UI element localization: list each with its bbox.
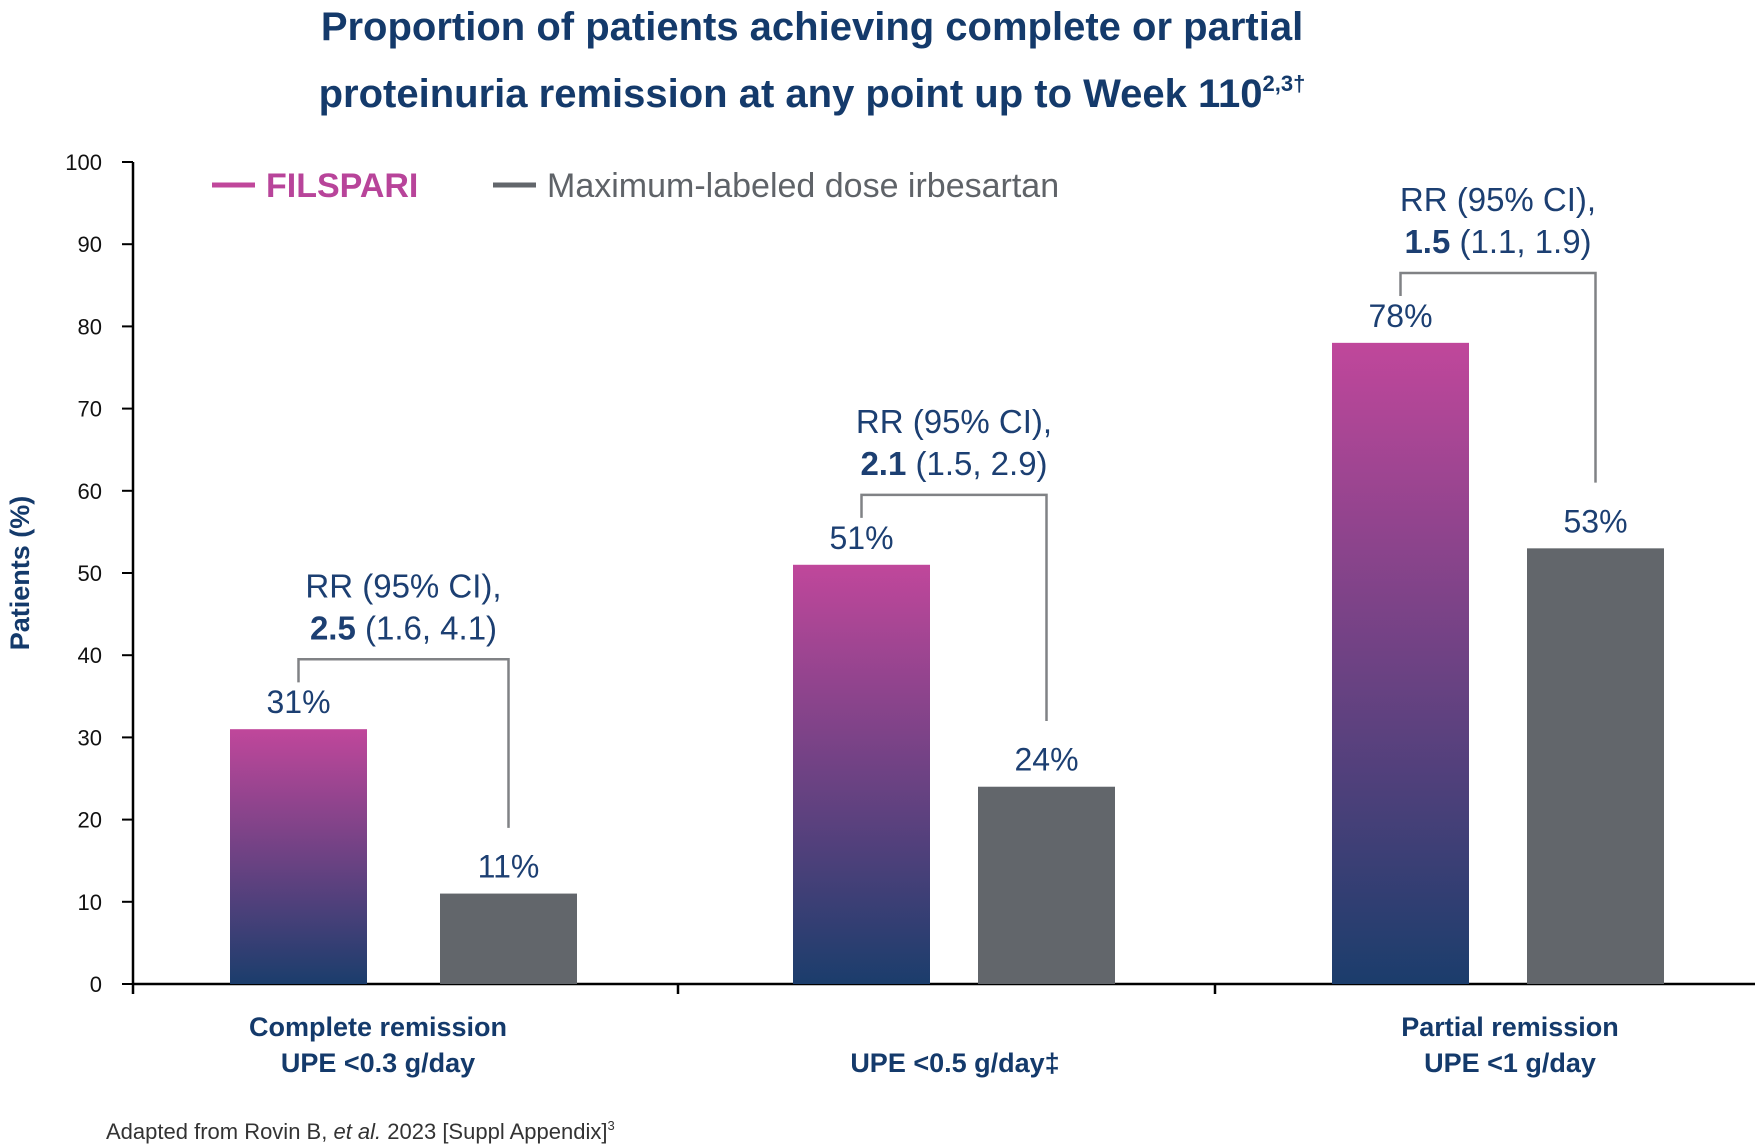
rr-value-3: 1.5 (1.1, 1.9) (1404, 223, 1591, 260)
value-label-filspari-3: 78% (1368, 298, 1432, 334)
legend: FILSPARI Maximum-labeled dose irbesartan (212, 167, 1059, 205)
rr-label-2: RR (95% CI), (856, 403, 1052, 440)
category-label-3-line-1: Partial remission (1401, 1012, 1619, 1042)
bar-irbesartan-3 (1527, 548, 1664, 984)
value-label-filspari-2: 51% (829, 520, 893, 556)
category-label-1-line-1: Complete remission (249, 1012, 507, 1042)
y-tick-label-0: 0 (90, 972, 102, 997)
bar-filspari-1 (230, 729, 367, 984)
bars: 31% 11% 51% 24% 78% 53% (230, 298, 1664, 985)
source-note: Adapted from Rovin B, et al. 2023 [Suppl… (106, 1118, 615, 1144)
y-tick-label-70: 70 (78, 397, 102, 422)
bar-irbesartan-1 (440, 893, 577, 984)
rr-label-1: RR (95% CI), (305, 567, 501, 604)
rr-bracket-3 (1399, 271, 1597, 483)
rr-value-2: 2.1 (1.5, 2.9) (860, 445, 1047, 482)
y-tick-label-90: 90 (78, 232, 102, 257)
rr-value-1: 2.5 (1.6, 4.1) (310, 609, 497, 646)
value-label-irbesartan-2: 24% (1014, 742, 1078, 778)
value-label-filspari-1: 31% (266, 684, 330, 720)
y-tick-label-30: 30 (78, 725, 102, 750)
bar-filspari-3 (1332, 342, 1469, 985)
legend-irbesartan-label: Maximum-labeled dose irbesartan (547, 167, 1059, 205)
rr-label-3: RR (95% CI), (1400, 181, 1596, 218)
category-labels: Complete remission UPE <0.3 g/day UPE <0.5… (249, 1012, 1619, 1078)
rr-brackets: RR (95% CI), 2.5 (1.6, 4.1) RR (95% CI), 2.… (297, 181, 1597, 828)
y-tick-label-10: 10 (78, 890, 102, 915)
category-label-1-line-2: UPE <0.3 g/day (281, 1048, 475, 1078)
y-tick-label-50: 50 (78, 561, 102, 586)
rr-bracket-1 (297, 658, 510, 828)
y-tick-label-60: 60 (78, 479, 102, 504)
y-axis-label: Patients (%) (5, 496, 35, 651)
rr-bracket-2 (860, 493, 1048, 721)
y-tick-label-40: 40 (78, 643, 102, 668)
value-label-irbesartan-1: 11% (478, 849, 540, 885)
chart-title-line1: Proportion of patients achieving complet… (321, 5, 1303, 49)
value-label-irbesartan-3: 53% (1563, 503, 1627, 539)
category-label-2-line-1: UPE <0.5 g/day‡ (850, 1048, 1059, 1078)
bar-filspari-2 (793, 564, 930, 984)
title-superscript: 2,3† (1263, 71, 1306, 96)
axes (131, 162, 1755, 994)
y-tick-label-100: 100 (65, 150, 102, 175)
legend-filspari-label: FILSPARI (266, 167, 418, 205)
category-label-3-line-2: UPE <1 g/day (1424, 1048, 1596, 1078)
y-tick-label-80: 80 (78, 314, 102, 339)
y-ticks: 0 10 20 30 40 50 60 70 80 90 100 (65, 150, 133, 997)
y-tick-label-20: 20 (78, 808, 102, 833)
chart-title-line2: proteinuria remission at any point up to… (319, 71, 1306, 116)
bar-irbesartan-2 (978, 786, 1115, 984)
